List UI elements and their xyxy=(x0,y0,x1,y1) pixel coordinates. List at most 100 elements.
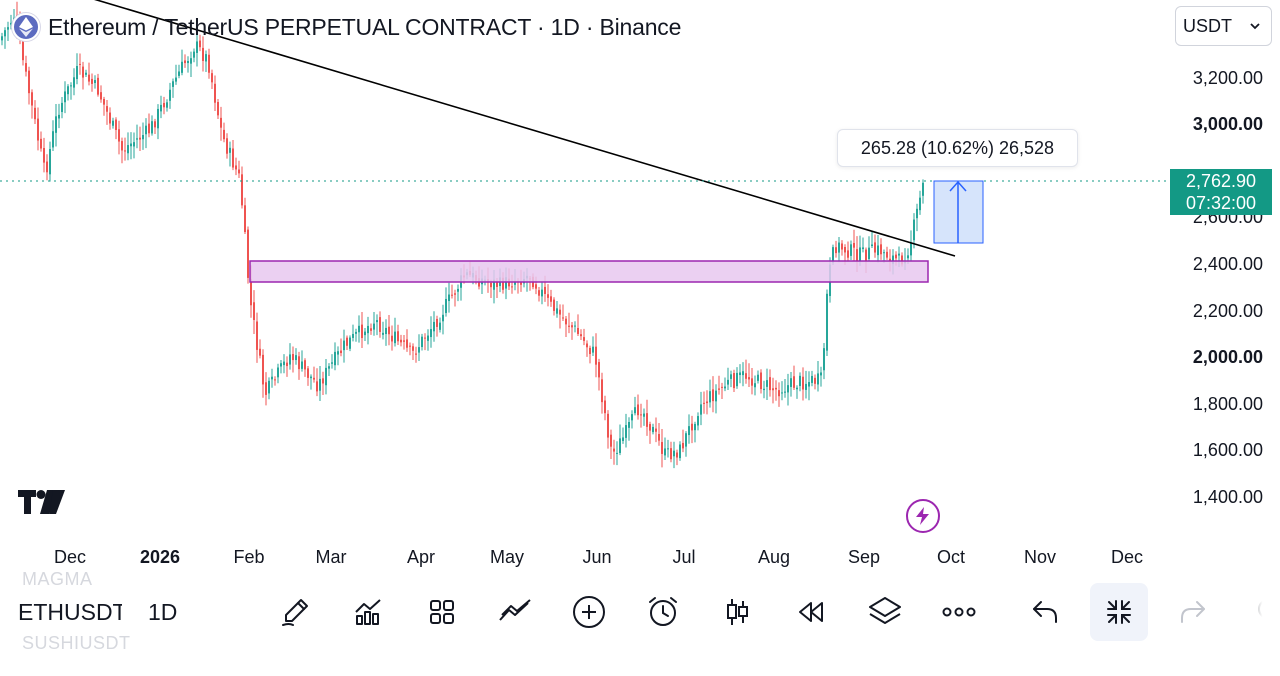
candle-body xyxy=(208,54,210,73)
candle-body xyxy=(457,288,459,292)
candle-body xyxy=(553,299,555,311)
indicators-button[interactable] xyxy=(339,583,397,641)
candle-body xyxy=(739,372,741,376)
lightning-icon[interactable] xyxy=(906,499,940,533)
trendline[interactable] xyxy=(70,0,956,257)
candle-body xyxy=(226,138,228,154)
candle-body xyxy=(157,108,159,129)
collapse-icon xyxy=(1107,600,1131,624)
candle-body xyxy=(418,347,420,353)
candle-body xyxy=(592,346,594,353)
candle-body xyxy=(361,324,363,339)
candle-body xyxy=(769,377,771,391)
candle-body xyxy=(817,373,819,385)
candle-body xyxy=(511,286,513,288)
interval-button[interactable]: 1D xyxy=(148,599,178,625)
candle-body xyxy=(490,282,492,288)
candle-body xyxy=(244,205,246,233)
candle-body xyxy=(286,362,288,367)
brush-button[interactable] xyxy=(266,583,324,641)
candle-body xyxy=(73,77,75,88)
candle-body xyxy=(823,348,825,371)
candle-body xyxy=(214,83,216,103)
candle-body xyxy=(631,414,633,421)
candle-body xyxy=(163,102,165,108)
candle-body xyxy=(763,388,765,391)
replay-button[interactable] xyxy=(782,583,840,641)
layouts-button[interactable] xyxy=(413,583,471,641)
candle-body xyxy=(175,77,177,82)
candle-body xyxy=(919,197,921,211)
indicators-icon xyxy=(355,599,381,625)
candle-body xyxy=(619,438,621,453)
candle-body xyxy=(793,376,795,388)
candle-body xyxy=(154,121,156,128)
candle-body xyxy=(559,309,561,315)
candle-body xyxy=(430,329,432,338)
candle-body xyxy=(841,243,843,250)
candle-body xyxy=(796,387,798,390)
chart-type-button[interactable] xyxy=(708,583,766,641)
candle-body xyxy=(748,377,750,380)
candle-body xyxy=(319,378,321,391)
candle-body xyxy=(70,85,72,87)
symbol-button[interactable]: ETHUSDT xyxy=(18,599,122,625)
candle-body xyxy=(496,282,498,287)
candle-body xyxy=(844,247,846,253)
candle-body xyxy=(613,448,615,452)
candle-body xyxy=(799,375,801,387)
candle-body xyxy=(229,147,231,153)
time-tick-label: Sep xyxy=(847,547,881,567)
support-zone[interactable] xyxy=(249,260,929,283)
candle-body xyxy=(52,131,54,148)
candle-body xyxy=(295,355,297,361)
candle-body xyxy=(628,422,630,428)
time-tick-label: Jun xyxy=(582,547,612,567)
price-tick-label: 2,200.00 xyxy=(1192,300,1263,321)
candle-body xyxy=(778,390,780,397)
redo-icon xyxy=(1181,601,1205,623)
candle-body xyxy=(655,428,657,432)
currency-select[interactable]: USDT xyxy=(1175,6,1272,46)
collapse-button[interactable] xyxy=(1090,583,1148,641)
candle-body xyxy=(346,337,348,346)
candle-body xyxy=(682,442,684,449)
add-button[interactable] xyxy=(560,583,618,641)
candle-body xyxy=(61,102,63,112)
layers-button[interactable] xyxy=(856,583,914,641)
price-chart[interactable] xyxy=(0,0,1170,540)
candle-body xyxy=(445,298,447,314)
candle-body xyxy=(436,318,438,327)
candle-body xyxy=(607,413,609,438)
candle-body xyxy=(415,353,417,355)
price-tick-label: 2,000.00 xyxy=(1192,347,1263,368)
candle-body xyxy=(787,385,789,393)
more-icon xyxy=(942,607,976,617)
candle-body xyxy=(775,387,777,390)
candle-body xyxy=(706,401,708,404)
candle-body xyxy=(772,388,774,391)
candle-body xyxy=(112,120,114,126)
candle-body xyxy=(868,247,870,260)
more-button[interactable] xyxy=(930,583,988,641)
candle-body xyxy=(754,383,756,388)
candle-body xyxy=(91,78,93,84)
candle-body xyxy=(40,138,42,149)
last-price-value: 2,762.90 xyxy=(1185,171,1257,191)
compare-button[interactable] xyxy=(486,583,544,641)
undo-button[interactable] xyxy=(1016,583,1074,641)
candle-body xyxy=(328,366,330,369)
candle-body xyxy=(412,346,414,351)
candle-body xyxy=(28,70,30,94)
brush-icon xyxy=(282,599,308,626)
time-tick-label: Oct xyxy=(936,547,966,567)
redo-button[interactable] xyxy=(1164,583,1222,641)
candle-body xyxy=(580,334,582,337)
candle-body xyxy=(784,391,786,393)
candle-body xyxy=(625,425,627,438)
candle-body xyxy=(355,331,357,334)
candle-body xyxy=(640,414,642,416)
price-tick-label: 1,800.00 xyxy=(1192,393,1263,414)
alert-button[interactable] xyxy=(634,583,692,641)
tradingview-logo-icon[interactable] xyxy=(18,490,66,519)
